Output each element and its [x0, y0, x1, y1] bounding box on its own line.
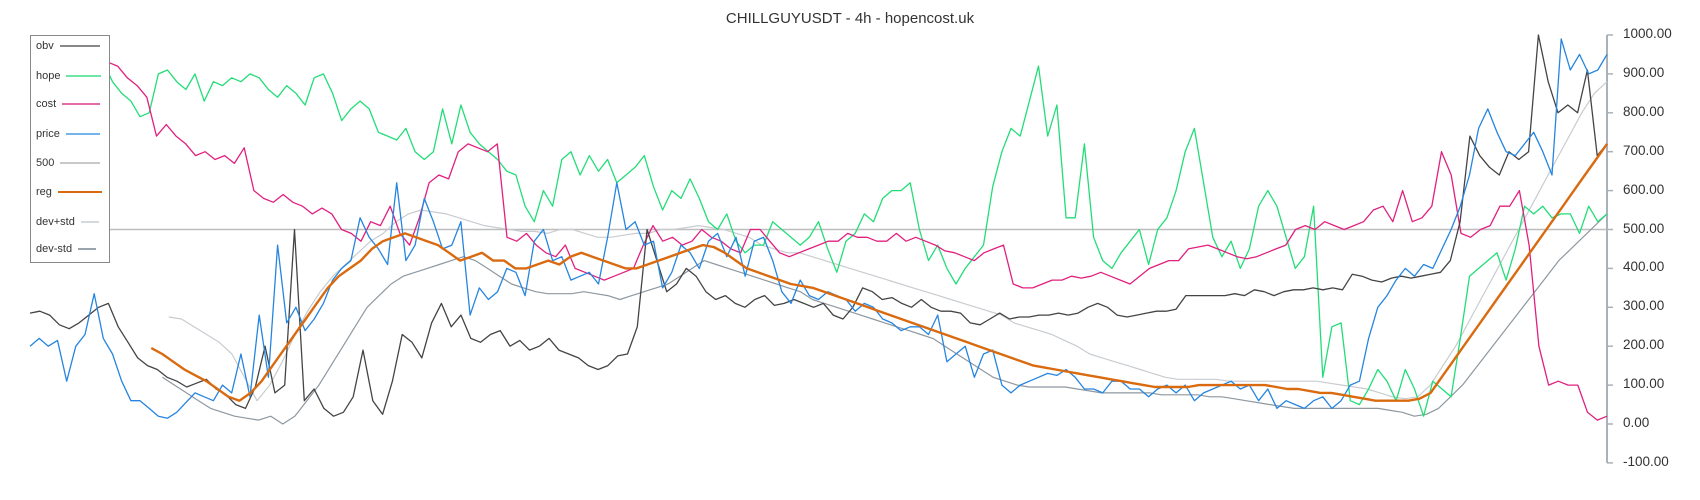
- series-line-cost: [107, 61, 1608, 421]
- legend-item-price[interactable]: price: [36, 128, 100, 140]
- legend-label: obv: [36, 40, 54, 52]
- legend-label: cost: [36, 98, 57, 110]
- legend-label: price: [36, 128, 60, 140]
- y-axis: [1606, 34, 1613, 464]
- legend-label: hope: [36, 70, 61, 82]
- legend-label: reg: [36, 186, 52, 198]
- legend-label: 500: [36, 157, 55, 169]
- y-tick-label: 100.00: [1623, 376, 1665, 392]
- legend-swatch: [59, 45, 100, 47]
- y-tick-label: -100.00: [1623, 453, 1669, 469]
- y-tick-label: 1000.00: [1623, 26, 1672, 41]
- legend-swatch: [57, 191, 102, 193]
- legend: obv hope cost price 500 reg dev+std dev-…: [30, 35, 110, 263]
- legend-item-500[interactable]: 500: [36, 157, 101, 169]
- y-tick-label: 300.00: [1623, 298, 1665, 314]
- legend-item-cost[interactable]: cost: [36, 98, 101, 110]
- y-tick-label: 400.00: [1623, 259, 1665, 275]
- series-lines: [29, 34, 1608, 425]
- legend-item-obv[interactable]: obv: [36, 40, 100, 52]
- y-tick-label: 200.00: [1623, 337, 1665, 353]
- legend-label: dev-std: [36, 243, 73, 255]
- legend-swatch: [62, 103, 101, 105]
- chart-title: CHILLGUYUSDT - 4h - hopencost.uk: [725, 10, 975, 27]
- series-line-price: [29, 38, 1608, 419]
- legend-swatch: [80, 221, 99, 223]
- legend-label: dev+std: [36, 216, 75, 228]
- series-line-reg: [150, 143, 1608, 402]
- y-tick-label: 900.00: [1623, 64, 1665, 80]
- legend-item-dev-plus-std[interactable]: dev+std: [36, 216, 99, 228]
- legend-swatch: [66, 75, 102, 77]
- legend-swatch: [65, 133, 100, 135]
- legend-item-dev-minus-std[interactable]: dev-std: [36, 243, 97, 255]
- legend-item-reg[interactable]: reg: [36, 186, 102, 198]
- series-line-obv: [29, 34, 1608, 417]
- y-tick-label: 800.00: [1623, 103, 1665, 119]
- legend-item-hope[interactable]: hope: [36, 70, 102, 82]
- y-tick-label: 700.00: [1623, 142, 1665, 158]
- legend-swatch: [60, 162, 101, 164]
- series-line-hope: [102, 61, 1608, 417]
- y-tick-label: 500.00: [1623, 220, 1665, 236]
- y-tick-label: 0.00: [1623, 415, 1650, 430]
- series-line-dev-plus-std: [168, 81, 1608, 402]
- legend-swatch: [78, 248, 97, 250]
- series-line-dev-std: [162, 213, 1608, 425]
- y-tick-label: 600.00: [1623, 181, 1665, 197]
